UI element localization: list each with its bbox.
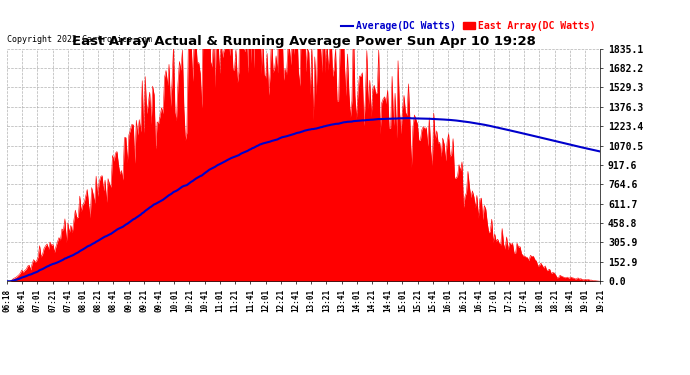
- Text: Copyright 2022 Cartronics.com: Copyright 2022 Cartronics.com: [7, 35, 152, 44]
- Legend: Average(DC Watts), East Array(DC Watts): Average(DC Watts), East Array(DC Watts): [341, 21, 595, 31]
- Title: East Array Actual & Running Average Power Sun Apr 10 19:28: East Array Actual & Running Average Powe…: [72, 34, 535, 48]
